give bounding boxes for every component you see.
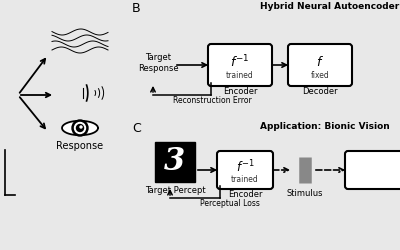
Polygon shape: [62, 121, 98, 135]
Text: Hybrid Neural Autoencoder (H: Hybrid Neural Autoencoder (H: [260, 2, 400, 11]
Text: 3: 3: [164, 146, 186, 176]
Text: Target Percept: Target Percept: [145, 186, 205, 195]
FancyBboxPatch shape: [155, 142, 195, 182]
Text: $f^{-1}$: $f^{-1}$: [230, 54, 250, 70]
Circle shape: [76, 124, 84, 132]
Text: trained: trained: [226, 71, 254, 80]
Text: fixed: fixed: [311, 71, 329, 80]
FancyBboxPatch shape: [345, 151, 400, 189]
Circle shape: [72, 120, 88, 136]
Text: Reconstruction Error: Reconstruction Error: [173, 96, 251, 105]
FancyBboxPatch shape: [208, 44, 272, 86]
Text: $f$: $f$: [316, 55, 324, 69]
FancyBboxPatch shape: [288, 44, 352, 86]
Text: Application: Bionic Vision: Application: Bionic Vision: [260, 122, 390, 131]
Text: Response: Response: [56, 141, 104, 151]
Circle shape: [74, 122, 86, 134]
Text: Decoder: Decoder: [302, 87, 338, 96]
Text: $f^{-1}$: $f^{-1}$: [236, 159, 254, 176]
Circle shape: [80, 126, 82, 128]
Text: trained: trained: [231, 175, 259, 184]
Text: Encoder: Encoder: [228, 190, 262, 199]
Text: Stimulus: Stimulus: [287, 189, 323, 198]
Text: B: B: [132, 2, 141, 15]
Text: Encoder: Encoder: [223, 87, 257, 96]
FancyBboxPatch shape: [217, 151, 273, 189]
Text: Perceptual Loss: Perceptual Loss: [200, 199, 260, 208]
Text: Target
Response: Target Response: [138, 53, 178, 73]
Text: C: C: [132, 122, 141, 135]
